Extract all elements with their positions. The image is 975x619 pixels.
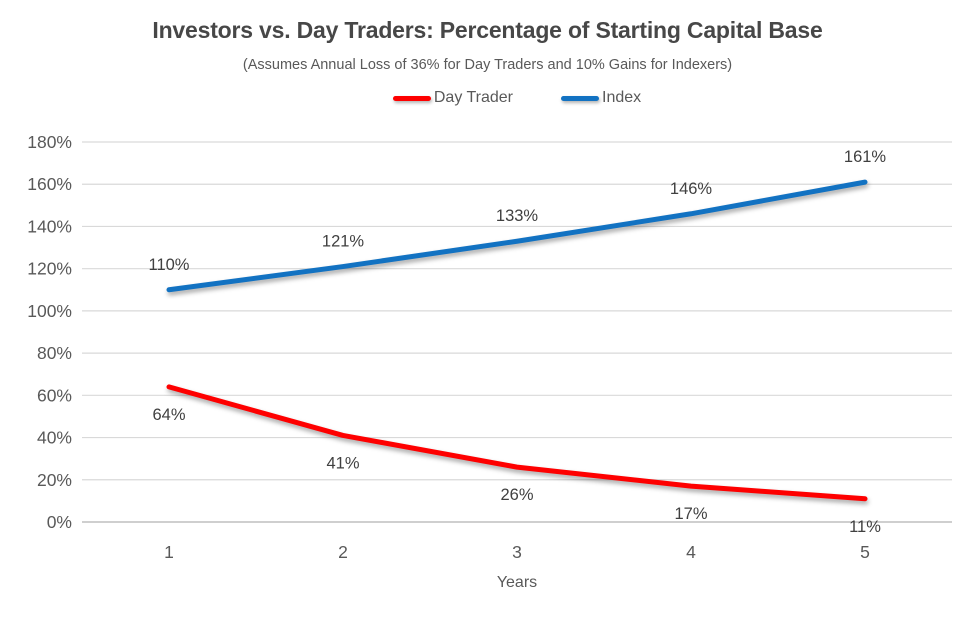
legend-line-swatch-index	[561, 95, 599, 101]
index-data-label: 161%	[844, 148, 887, 166]
day-trader-data-label: 64%	[152, 406, 185, 424]
index-data-label: 146%	[670, 180, 713, 198]
legend-item-day-trader: Day Trader	[392, 89, 513, 107]
y-tick-label: 60%	[37, 385, 72, 405]
index-line	[166, 179, 868, 293]
y-tick-label: 180%	[27, 132, 72, 152]
x-tick-label: 2	[338, 542, 348, 562]
day-trader-data-label: 11%	[849, 518, 881, 536]
legend-item-index: Index	[561, 89, 641, 107]
day-trader-data-label: 41%	[326, 454, 359, 472]
chart-subtitle: (Assumes Annual Loss of 36% for Day Trad…	[242, 57, 733, 73]
index-data-label: 110%	[149, 256, 190, 274]
y-tick-label: 100%	[27, 301, 72, 321]
legend-label-index: Index	[602, 89, 642, 106]
y-tick-label: 140%	[27, 216, 72, 236]
x-tick-label: 3	[512, 542, 522, 562]
day-trader-data-label: 17%	[674, 505, 707, 523]
x-tick-label: 1	[164, 542, 174, 562]
legend-label-day-trader: Day Trader	[433, 89, 513, 106]
legend-line-swatch-day-trader	[392, 95, 431, 101]
y-tick-label: 40%	[37, 428, 72, 448]
index-data-label: 121%	[322, 233, 365, 251]
legend: Day Trader Index	[82, 89, 952, 107]
y-tick-label: 160%	[27, 174, 72, 194]
day-trader-line	[166, 384, 868, 502]
index-data-label: 133%	[496, 207, 539, 225]
x-tick-label: 4	[686, 542, 696, 562]
x-tick-label: 5	[860, 542, 870, 562]
y-tick-label: 80%	[37, 343, 72, 363]
x-axis-title: Years	[496, 574, 538, 591]
y-tick-label: 0%	[47, 512, 72, 532]
chart-title: Investors vs. Day Traders: Percentage of…	[152, 17, 823, 43]
y-tick-label: 20%	[37, 470, 72, 490]
day-trader-data-label: 26%	[500, 486, 533, 504]
y-tick-label: 120%	[27, 259, 72, 279]
